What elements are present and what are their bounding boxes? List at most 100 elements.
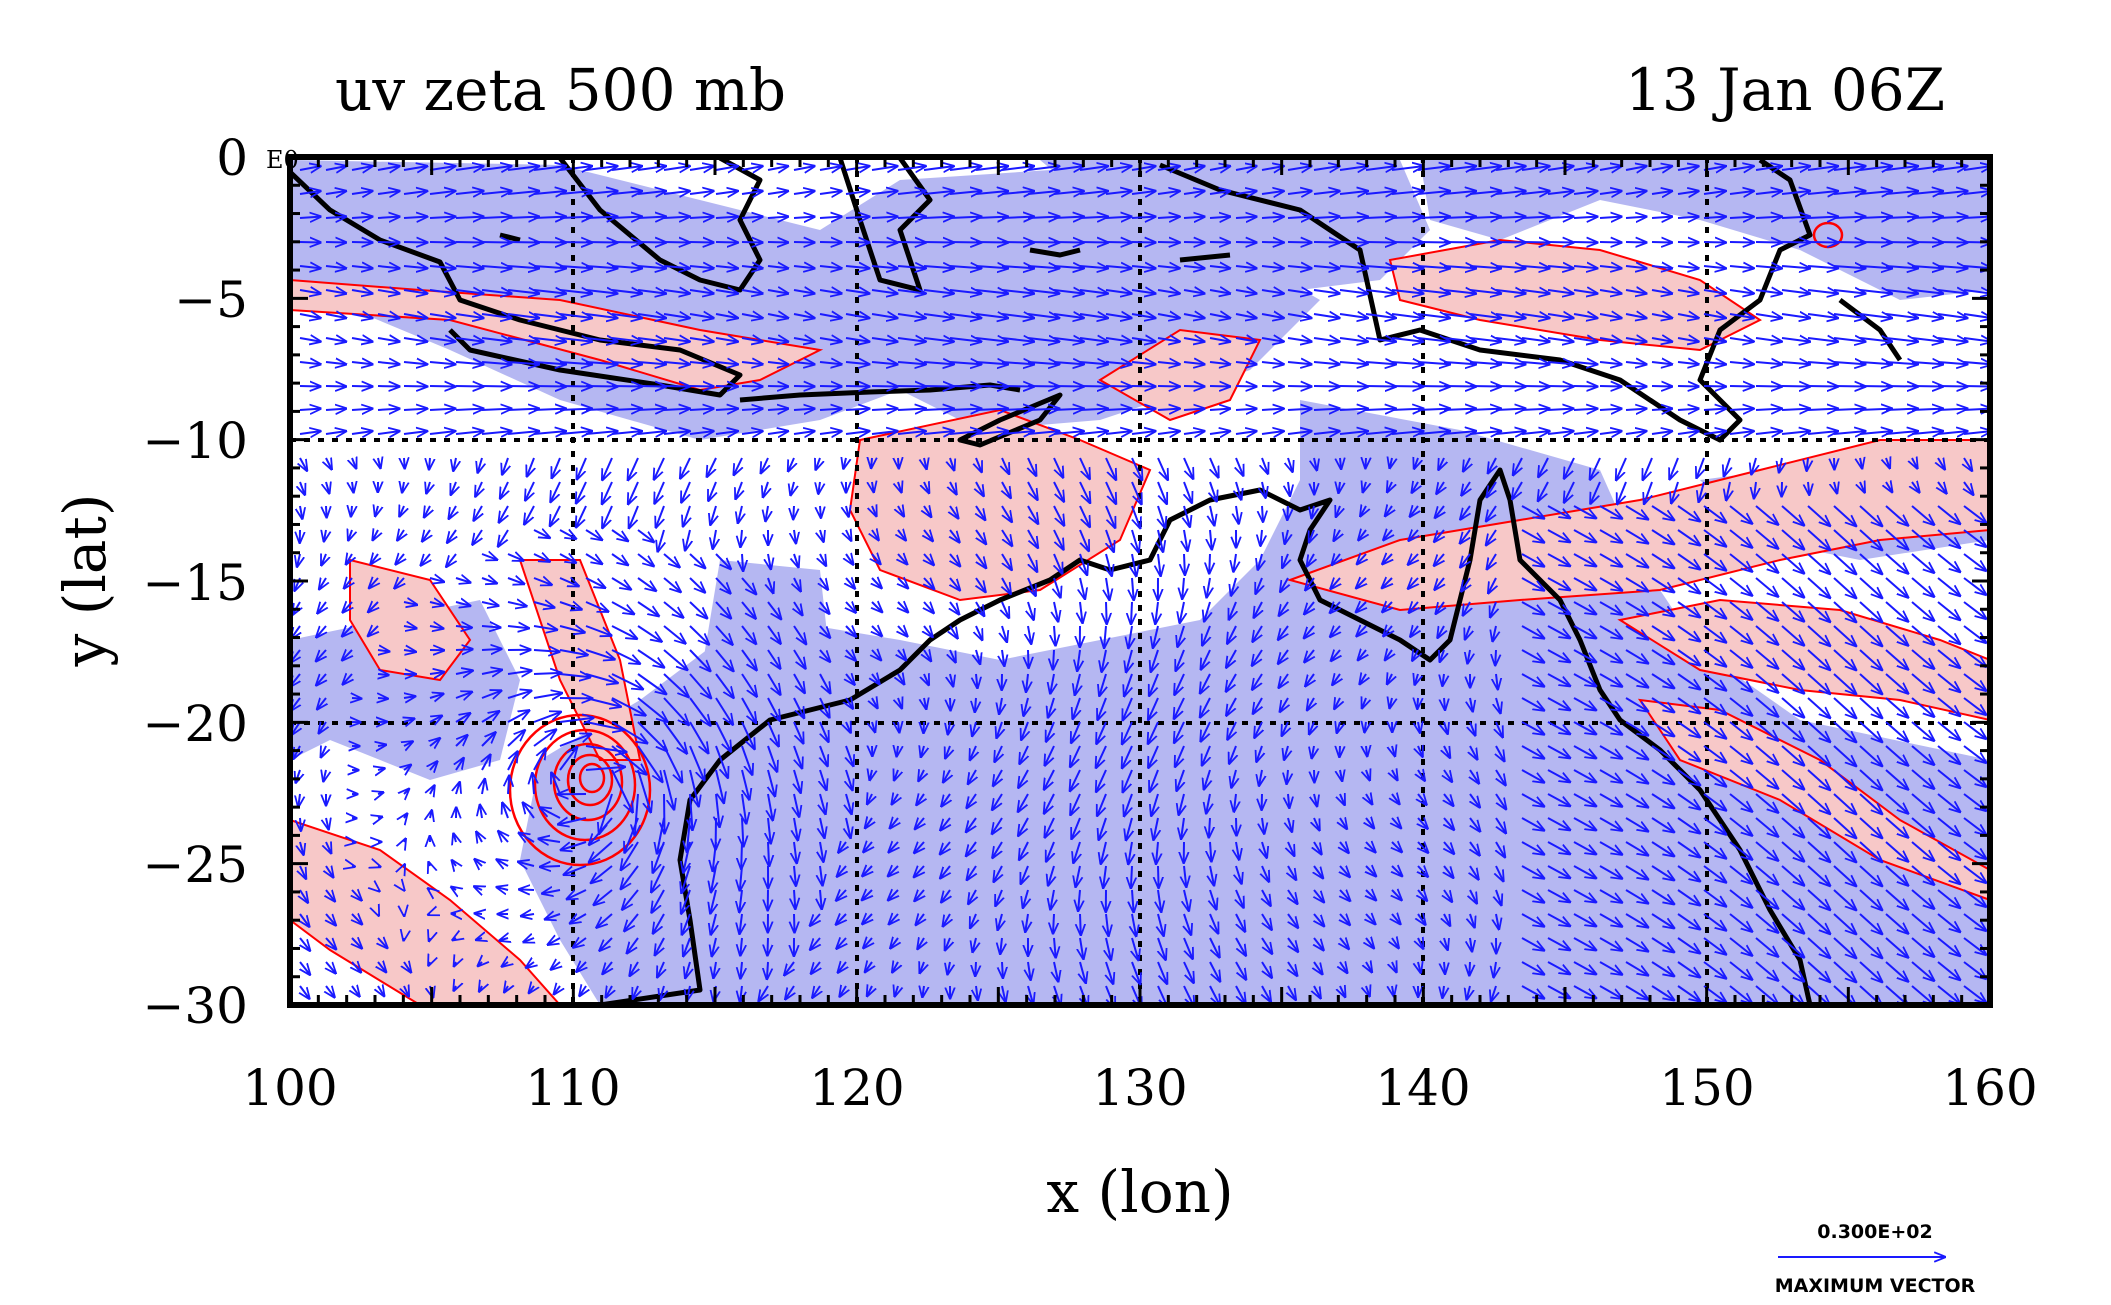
y-tick-label: −5 <box>174 271 248 329</box>
wind-vector-arrow <box>585 166 617 170</box>
wind-vector-arrow <box>1703 362 1726 364</box>
wind-vector-arrow <box>1833 338 1865 342</box>
wind-vector-arrow <box>975 166 1008 170</box>
wind-vector-arrow <box>299 431 321 434</box>
wind-vector-arrow <box>1885 338 1918 342</box>
wind-vector-arrow <box>897 314 926 318</box>
wind-vector-arrow <box>819 338 842 342</box>
wind-vector-arrow <box>1911 386 1943 387</box>
wind-vector-arrow <box>1444 961 1445 974</box>
wind-vector-arrow <box>1677 166 1699 170</box>
wind-vector-arrow <box>1339 290 1368 294</box>
wind-vector-arrow <box>1937 266 1967 268</box>
wind-vector-arrow <box>1729 191 1754 194</box>
wind-vector-arrow <box>871 338 897 342</box>
wind-vector-arrow <box>533 266 566 268</box>
wind-vector-arrow <box>1131 386 1155 387</box>
wind-vector-arrow <box>1469 386 1501 387</box>
wind-vector-arrow <box>325 191 346 194</box>
wind-vector-arrow <box>1365 458 1366 468</box>
wind-vector-arrow <box>377 191 399 194</box>
wind-vector-arrow <box>924 722 925 733</box>
wind-vector-arrow <box>741 841 742 869</box>
wind-vector-arrow <box>1365 338 1396 342</box>
wind-vector-arrow <box>689 386 714 387</box>
wind-vector-arrow <box>1027 386 1059 387</box>
wind-vector-arrow <box>793 362 814 364</box>
wind-vector-arrow <box>1677 266 1699 268</box>
wind-vector-arrow <box>1261 362 1284 364</box>
wind-vector-arrow <box>1651 242 1672 243</box>
wind-vector-arrow <box>1391 217 1423 218</box>
wind-vector-arrow <box>1599 290 1621 294</box>
wind-vector-arrow <box>1391 166 1423 170</box>
wind-vector-arrow <box>1859 362 1892 364</box>
wind-vector-arrow <box>1287 290 1311 294</box>
wind-vector-arrow <box>1495 166 1526 170</box>
wind-vector-arrow <box>845 266 869 268</box>
wind-vector-arrow <box>1235 217 1256 218</box>
wind-vector-arrow <box>1599 386 1621 387</box>
wind-vector-arrow <box>1053 166 1084 170</box>
wind-vector-arrow <box>1859 191 1892 194</box>
wind-vector-arrow <box>1261 191 1284 194</box>
x-tick-label: 120 <box>809 1059 904 1117</box>
wind-vector-arrow <box>299 409 321 410</box>
wind-vector-arrow <box>871 431 897 434</box>
wind-vector-arrow <box>1339 746 1340 757</box>
wind-vector-arrow <box>585 314 617 318</box>
wind-vector-arrow <box>897 338 926 342</box>
wind-vector-arrow <box>1547 290 1573 294</box>
wind-vector-arrow <box>663 290 690 294</box>
wind-vector-arrow <box>1677 217 1699 218</box>
wind-vector-arrow <box>1573 290 1597 294</box>
wind-vector-arrow <box>1053 314 1084 318</box>
wind-vector-arrow <box>1391 266 1423 268</box>
wind-vector-arrow <box>377 290 399 294</box>
wind-vector-arrow <box>975 409 1008 410</box>
wind-vector-arrow <box>741 266 763 268</box>
wind-vector-arrow <box>1521 431 1550 434</box>
wind-vector-arrow <box>611 362 642 364</box>
wind-vector-arrow <box>1028 649 1029 668</box>
wind-vector-arrow <box>1911 242 1943 243</box>
wind-vector-arrow <box>1131 166 1155 170</box>
wind-vector-arrow <box>1677 338 1699 342</box>
wind-vector-arrow <box>1313 242 1340 243</box>
wind-vector-arrow <box>1625 191 1646 194</box>
wind-vector-arrow <box>1677 386 1699 387</box>
wind-vector-arrow <box>1469 217 1501 218</box>
wind-vector-arrow <box>741 191 763 194</box>
wind-vector-arrow <box>871 266 897 268</box>
wind-vector-arrow <box>1755 166 1782 170</box>
wind-vector-arrow <box>1963 290 1990 294</box>
wind-vector-arrow <box>1027 191 1059 194</box>
wind-vector-arrow <box>1183 386 1204 387</box>
wind-vector-arrow <box>1443 266 1476 268</box>
wind-vector-arrow <box>923 409 954 410</box>
wind-vector-arrow <box>1001 290 1034 294</box>
wind-vector-arrow <box>1287 314 1311 318</box>
wind-vector-arrow <box>1287 362 1311 364</box>
wind-vector-arrow <box>1079 338 1108 342</box>
wind-vector-arrow <box>767 338 788 342</box>
wind-vector-arrow <box>1859 217 1892 218</box>
wind-vector-arrow <box>559 290 592 294</box>
wind-vector-arrow <box>845 338 869 342</box>
wind-vector-arrow <box>871 290 897 294</box>
wind-vector-arrow <box>975 314 1008 318</box>
wind-vector-arrow <box>845 386 869 387</box>
wind-vector-arrow <box>1807 266 1838 268</box>
wind-vector-arrow <box>1755 314 1782 318</box>
wind-vector-arrow <box>1573 362 1597 364</box>
wind-vector-arrow <box>1547 217 1573 218</box>
wind-vector-arrow <box>1885 166 1918 170</box>
wind-vector-arrow <box>559 217 592 218</box>
wind-vector-arrow <box>611 314 642 318</box>
wind-vector-arrow <box>1183 266 1204 268</box>
wind-vector-arrow <box>1911 266 1943 268</box>
wind-vector-arrow <box>1781 217 1810 218</box>
wind-vector-arrow <box>1079 431 1108 434</box>
wind-vector-arrow <box>611 191 642 194</box>
